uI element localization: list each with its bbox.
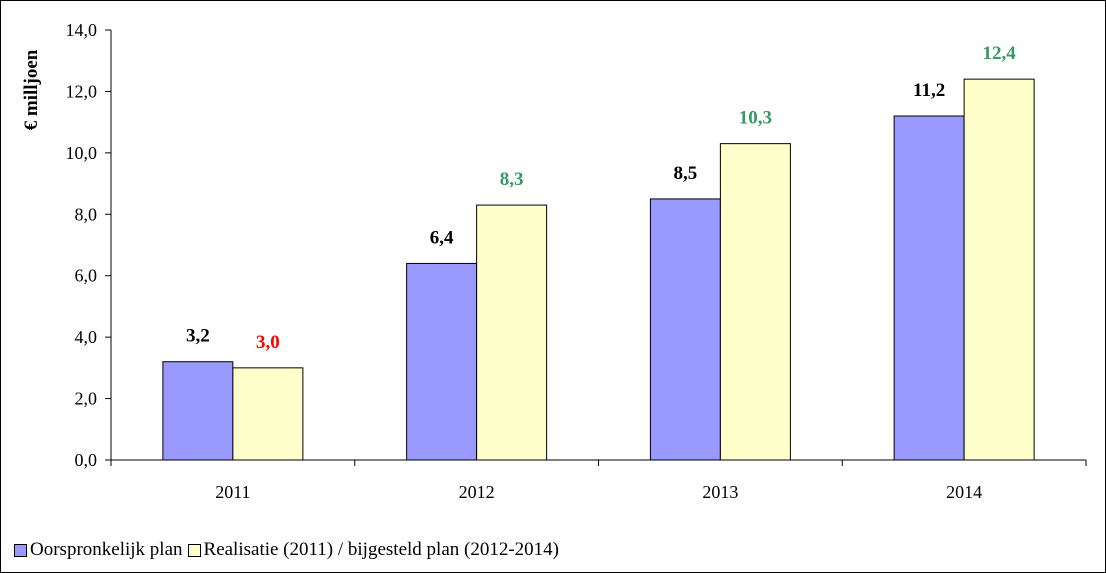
- x-tick-label: 2011: [215, 482, 250, 502]
- data-label: 3,2: [186, 326, 210, 347]
- bar-oorspronkelijk-2012: [406, 262, 478, 461]
- legend: Oorspronkelijk plan Realisatie (2011) / b…: [14, 538, 564, 562]
- data-label: 8,3: [500, 169, 524, 190]
- legend-swatch: [187, 543, 201, 557]
- bar-oorspronkelijk-2013: [649, 198, 721, 461]
- data-label: 3,0: [256, 332, 280, 353]
- data-label: 8,5: [674, 163, 698, 184]
- bar-realisatie-2012: [476, 204, 548, 461]
- x-tick-label: 2013: [702, 482, 738, 502]
- data-labels: 3,2 3,0 6,4 8,3 8,5 10,3 11,2 12,4: [186, 43, 1016, 353]
- y-tick-label: 8,0: [75, 204, 98, 224]
- data-label: 11,2: [913, 80, 945, 101]
- y-tick-label: 6,0: [75, 266, 98, 286]
- bar-oorspronkelijk-2014: [893, 115, 965, 461]
- y-tick-label: 10,0: [66, 143, 98, 163]
- y-axis-label: € milljoen: [21, 49, 42, 130]
- y-tick-label: 0,0: [75, 450, 98, 470]
- bar-realisatie-2014: [963, 78, 1035, 461]
- y-tick-label: 14,0: [66, 20, 98, 40]
- bars: [162, 78, 1035, 461]
- data-label: 10,3: [739, 108, 772, 129]
- legend-label: Realisatie (2011) / bijgesteld plan (201…: [203, 539, 559, 560]
- legend-item: Oorspronkelijk plan: [14, 539, 183, 561]
- bar-realisatie-2011: [232, 367, 304, 461]
- legend-label: Oorspronkelijk plan: [30, 539, 183, 560]
- x-tick-label: 2012: [459, 482, 495, 502]
- data-label: 12,4: [983, 43, 1017, 64]
- y-tick-label: 2,0: [75, 389, 98, 409]
- x-tick-label: 2014: [946, 482, 982, 502]
- y-tick-label: 12,0: [66, 81, 98, 101]
- legend-swatch: [14, 543, 27, 557]
- legend-item: Realisatie (2011) / bijgesteld plan (201…: [187, 539, 559, 561]
- bar-oorspronkelijk-2011: [162, 361, 234, 461]
- bar-realisatie-2013: [719, 143, 791, 461]
- y-tick-label: 4,0: [75, 327, 98, 347]
- data-label: 6,4: [430, 227, 454, 248]
